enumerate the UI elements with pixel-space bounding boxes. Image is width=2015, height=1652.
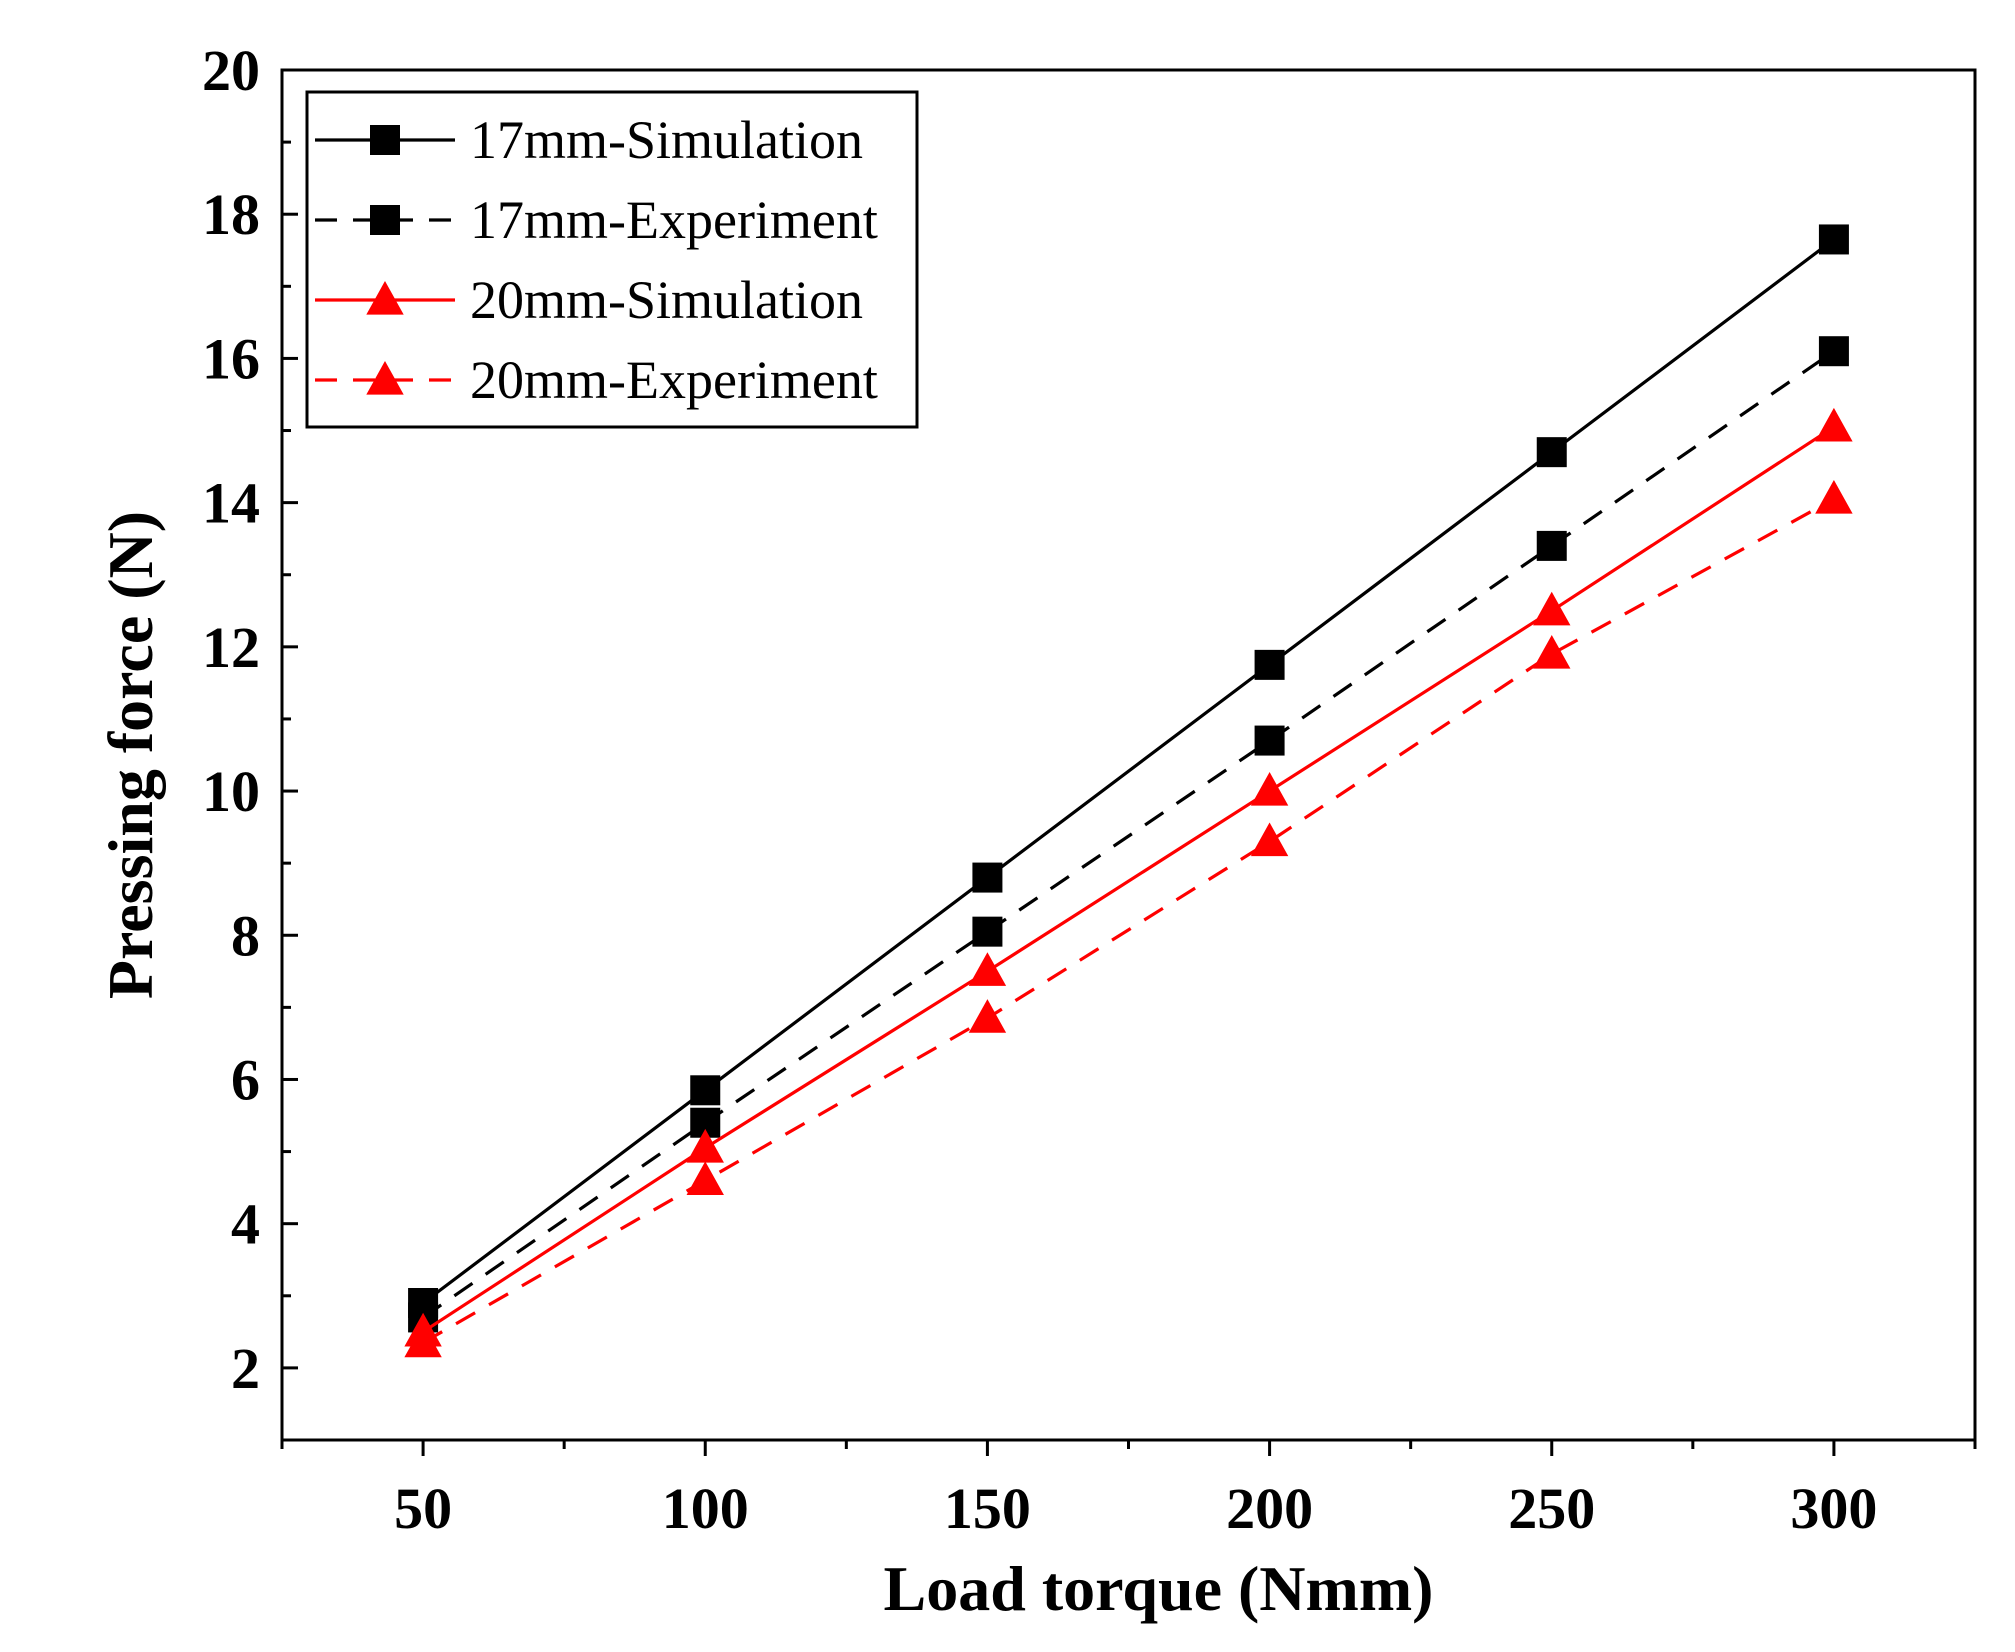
- data-point: [1815, 407, 1853, 442]
- series-line-17mm-Simulation: [422, 238, 1835, 1305]
- data-point: [1533, 634, 1571, 669]
- data-point: [1533, 591, 1571, 626]
- legend-label: 17mm-Experiment: [470, 190, 878, 250]
- data-point: [1250, 822, 1289, 857]
- axis-ticks: 2 4 6 8 10 12 14 16 18 20 50 100 150 200 250 300: [202, 38, 1977, 1541]
- legend-marker: [370, 125, 400, 155]
- y-tick-label: 18: [202, 182, 260, 247]
- data-point: [1815, 479, 1853, 514]
- data-point: [686, 1161, 724, 1196]
- data-point: [404, 1323, 442, 1358]
- x-tick-label: 200: [1226, 1476, 1313, 1541]
- y-tick-label: 10: [202, 759, 260, 824]
- x-axis-title: Load torque (Nmm): [884, 1553, 1434, 1624]
- y-tick-label: 12: [202, 615, 260, 680]
- data-point: [1818, 224, 1849, 255]
- data-point: [1536, 437, 1567, 468]
- x-tick-label: 50: [394, 1476, 452, 1541]
- series-line-20mm-Simulation: [422, 425, 1835, 1334]
- series-17mm-Experiment: [408, 336, 1849, 1333]
- x-tick-label: 100: [662, 1476, 749, 1541]
- data-point: [1254, 649, 1285, 680]
- legend-marker: [366, 360, 404, 395]
- x-tick-label: 250: [1508, 1476, 1595, 1541]
- legend-label: 17mm-Simulation: [470, 110, 863, 170]
- legend-label: 20mm-Experiment: [470, 350, 878, 410]
- data-point: [972, 916, 1003, 947]
- series-20mm-Simulation: [404, 407, 1853, 1347]
- data-point: [968, 999, 1007, 1033]
- legend-marker: [370, 205, 400, 235]
- legend-box: [305, 90, 919, 429]
- series-line-17mm-Experiment: [422, 349, 1835, 1319]
- data-point: [1254, 725, 1285, 756]
- y-tick-label: 2: [231, 1336, 260, 1401]
- y-tick-label: 16: [202, 326, 260, 391]
- series-line-20mm-Experiment: [422, 497, 1835, 1345]
- y-tick-label: 14: [202, 471, 260, 536]
- legend: 17mm-Simulation 17mm-Experiment 20mm-Simul…: [305, 90, 919, 429]
- legend-label: 20mm-Simulation: [470, 270, 863, 330]
- series-20mm-Experiment: [404, 479, 1853, 1358]
- y-tick-label: 20: [202, 38, 260, 103]
- data-point: [690, 1075, 721, 1106]
- y-tick-label: 4: [231, 1192, 260, 1257]
- y-axis-title: Pressing force (N): [95, 511, 166, 999]
- data-point: [1250, 771, 1289, 806]
- series-layer: [404, 224, 1853, 1358]
- data-point: [1536, 530, 1567, 561]
- x-tick-label: 150: [944, 1476, 1031, 1541]
- data-point: [972, 862, 1003, 893]
- data-point: [1818, 336, 1849, 367]
- x-tick-label: 300: [1790, 1476, 1877, 1541]
- y-tick-label: 8: [231, 903, 260, 968]
- y-tick-label: 6: [231, 1047, 260, 1112]
- data-point: [968, 952, 1007, 986]
- legend-marker: [366, 280, 404, 315]
